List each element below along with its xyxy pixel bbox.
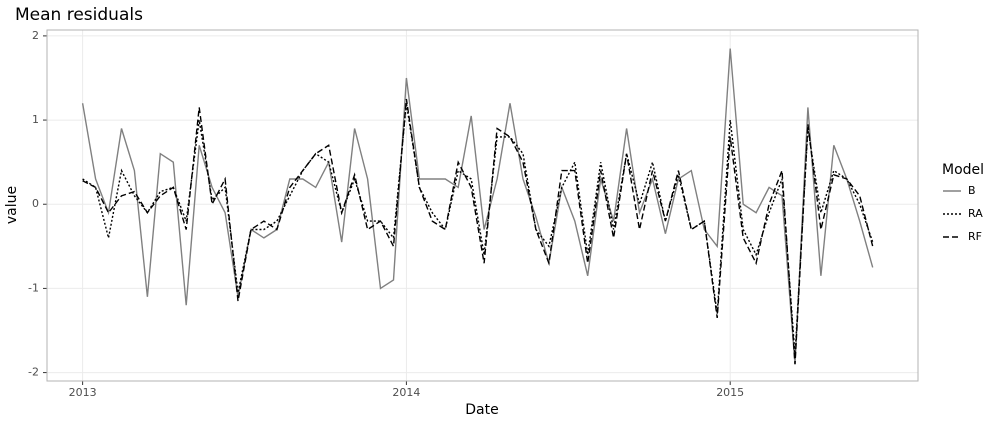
- y-tick-label: 1: [32, 113, 39, 126]
- legend-title: Model: [942, 162, 984, 178]
- x-axis-label: Date: [465, 402, 498, 418]
- y-axis-label: value: [4, 186, 20, 224]
- series-line: [82, 98, 874, 365]
- x-tick-label: 2014: [392, 386, 420, 399]
- x-tick-label: 2015: [716, 386, 744, 399]
- legend-label: RA: [968, 207, 983, 220]
- y-tick-label: 2: [32, 29, 39, 42]
- series-line: [82, 103, 874, 356]
- legend-label: RF: [968, 230, 982, 243]
- y-tick-label: -1: [28, 281, 39, 294]
- legend-label: B: [968, 184, 976, 197]
- series-line: [81, 48, 874, 365]
- y-tick-label: 0: [32, 197, 39, 210]
- plot-border: [46, 29, 919, 382]
- x-tick-label: 2013: [69, 386, 97, 399]
- chart-title: Mean residuals: [15, 5, 143, 25]
- y-tick-label: -2: [28, 366, 39, 379]
